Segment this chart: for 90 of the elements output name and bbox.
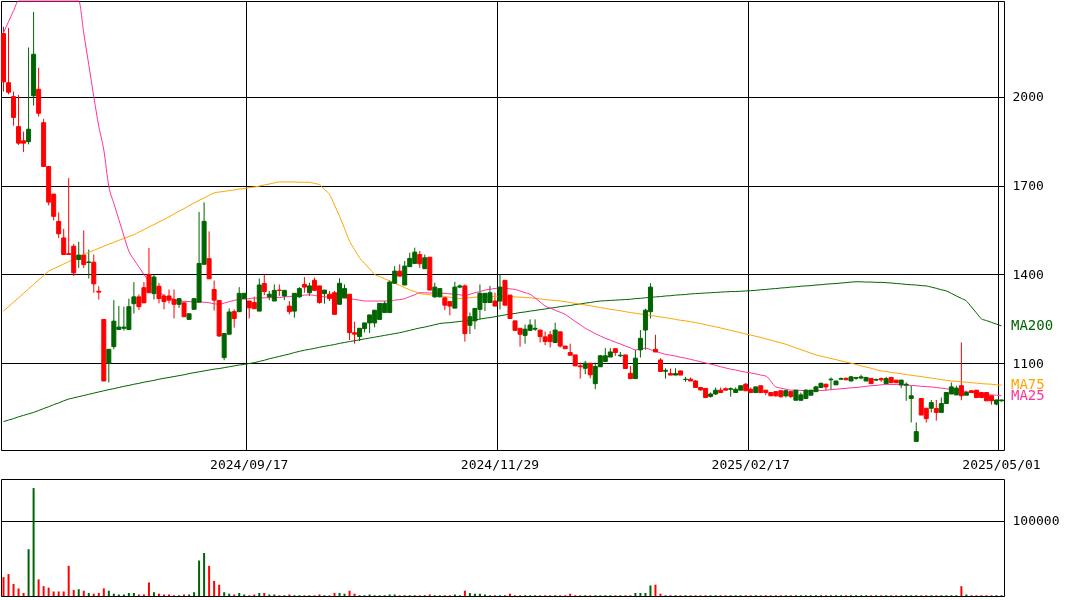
y-tick-label: 1700 — [1012, 178, 1044, 194]
bar — [7, 574, 10, 596]
bar — [654, 584, 657, 596]
bar — [193, 592, 196, 596]
bar — [27, 549, 30, 596]
candlestick — [337, 277, 343, 305]
candlestick — [908, 385, 914, 423]
candlestick — [106, 348, 112, 383]
bar — [37, 579, 40, 596]
candlestick — [96, 285, 102, 301]
candlestick — [958, 341, 964, 401]
bar — [57, 591, 60, 596]
bar — [208, 565, 211, 596]
bar — [258, 592, 261, 596]
bar — [223, 592, 226, 596]
bar — [152, 592, 155, 596]
bar — [960, 586, 963, 596]
x-tick-label: 2024/11/29 — [460, 456, 540, 472]
bar — [52, 591, 55, 596]
candlestick — [632, 349, 638, 380]
bar — [132, 592, 135, 596]
candlestick — [81, 230, 87, 269]
line-series — [3, 281, 1002, 423]
candlestick — [261, 273, 267, 296]
bar — [203, 552, 206, 596]
candlestick — [91, 254, 97, 294]
bar — [2, 577, 5, 596]
candlestick — [231, 308, 237, 329]
bar — [107, 590, 110, 596]
candlestick — [402, 260, 408, 286]
bar — [348, 590, 351, 596]
y-tick-label: 1100 — [1012, 355, 1044, 371]
bar — [263, 592, 266, 596]
candlestick — [933, 399, 939, 422]
candlestick — [843, 376, 849, 381]
bar — [87, 592, 90, 596]
bar — [12, 583, 15, 596]
candlestick — [76, 241, 82, 269]
bar — [238, 592, 241, 596]
bar — [67, 565, 70, 596]
bar — [639, 592, 642, 596]
bar — [97, 592, 100, 596]
candlestick — [903, 381, 909, 402]
candlestick — [878, 376, 884, 383]
bar — [338, 592, 341, 596]
bar — [72, 589, 75, 596]
candlestick — [36, 67, 42, 118]
candlestick — [16, 94, 22, 146]
candlestick — [26, 47, 32, 145]
y-tick-label: 100000 — [1012, 513, 1060, 529]
bar — [32, 488, 35, 596]
candlestick — [662, 367, 668, 380]
bar — [47, 587, 50, 596]
bar — [213, 580, 216, 596]
bar — [147, 582, 150, 596]
candlestick — [11, 91, 17, 127]
bar — [17, 588, 20, 596]
bar — [82, 590, 85, 596]
candlestick — [913, 421, 919, 442]
candlestick — [492, 292, 498, 307]
y-tick-label: 2000 — [1012, 89, 1044, 105]
bar — [649, 585, 652, 596]
bar — [198, 560, 201, 596]
candlestick — [497, 273, 503, 310]
y-tick-label: 1400 — [1012, 266, 1044, 282]
x-tick-label: 2024/09/17 — [210, 456, 289, 472]
bar — [102, 588, 105, 596]
bar — [468, 592, 471, 596]
bar — [62, 591, 65, 596]
series-label: MA200 — [1011, 316, 1054, 333]
x-tick-label: 2025/02/17 — [711, 456, 790, 472]
bar — [634, 592, 637, 596]
candlestick — [452, 281, 458, 309]
bar — [333, 592, 336, 596]
bar — [127, 592, 130, 596]
candlestick — [151, 273, 157, 301]
candlestick — [206, 230, 212, 280]
line-series — [3, 181, 1002, 386]
bar — [644, 592, 647, 596]
bar — [218, 584, 221, 596]
bar — [463, 590, 466, 596]
candlestick — [86, 248, 92, 280]
bar — [22, 592, 25, 596]
bar — [42, 586, 45, 596]
x-tick-label: 2025/05/01 — [962, 456, 1041, 472]
candlestick — [637, 329, 643, 359]
candlestick — [552, 322, 558, 343]
candlestick — [61, 228, 67, 256]
bar — [77, 589, 80, 596]
candlestick — [56, 211, 62, 239]
